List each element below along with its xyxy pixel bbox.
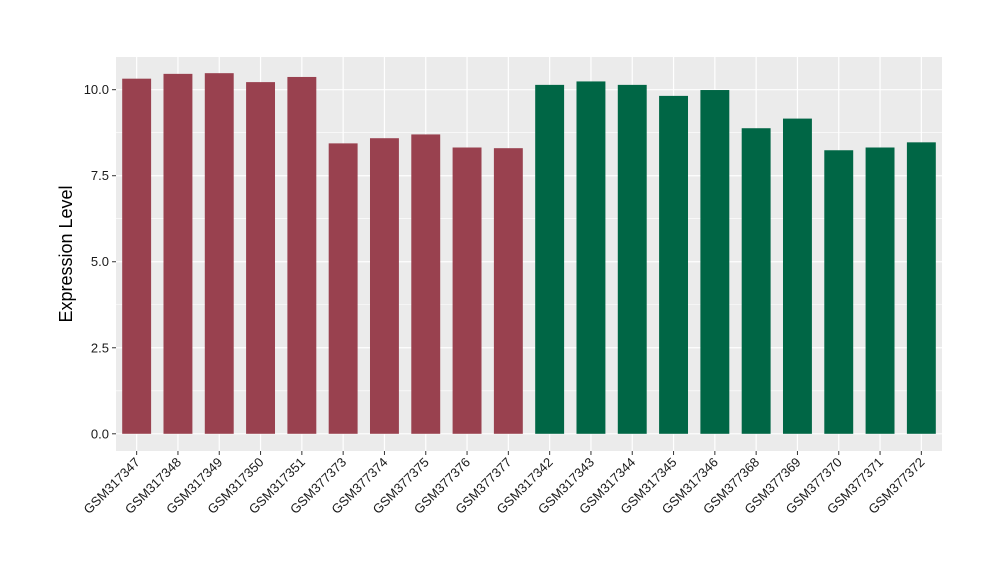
bar-GSM377375: [411, 134, 441, 434]
y-tick-label: 10.0: [84, 82, 109, 97]
bar-GSM377376: [452, 147, 482, 434]
y-axis: 0.0 2.5 5.0 7.5 10.0: [84, 82, 116, 441]
y-axis-title: Expression Level: [56, 185, 76, 322]
bars-group: [122, 73, 936, 434]
bar-GSM377374: [369, 138, 399, 434]
y-tick-label: 2.5: [91, 340, 109, 355]
bar-GSM377369: [782, 118, 812, 434]
plot-panel: [116, 57, 942, 451]
y-tick-label: 7.5: [91, 168, 109, 183]
bar-GSM317343: [576, 81, 606, 434]
y-tick-label: 0.0: [91, 426, 109, 441]
bar-GSM317345: [659, 95, 689, 434]
bar-GSM317347: [122, 78, 152, 434]
bar-GSM317344: [617, 84, 647, 434]
bar-GSM317351: [287, 76, 317, 434]
bar-GSM377372: [906, 142, 936, 434]
bar-GSM317349: [204, 73, 234, 434]
bar-GSM317350: [246, 82, 276, 434]
panel-background: [116, 57, 942, 451]
bar-GSM317342: [535, 84, 565, 434]
bar-GSM377377: [493, 148, 523, 434]
bar-GSM317346: [700, 90, 730, 434]
bar-GSM377368: [741, 128, 771, 434]
bar-GSM377373: [328, 143, 358, 434]
y-tick-label: 5.0: [91, 254, 109, 269]
bar-GSM317348: [163, 73, 193, 434]
bar-GSM377370: [824, 150, 854, 434]
bar-GSM377371: [865, 147, 895, 434]
